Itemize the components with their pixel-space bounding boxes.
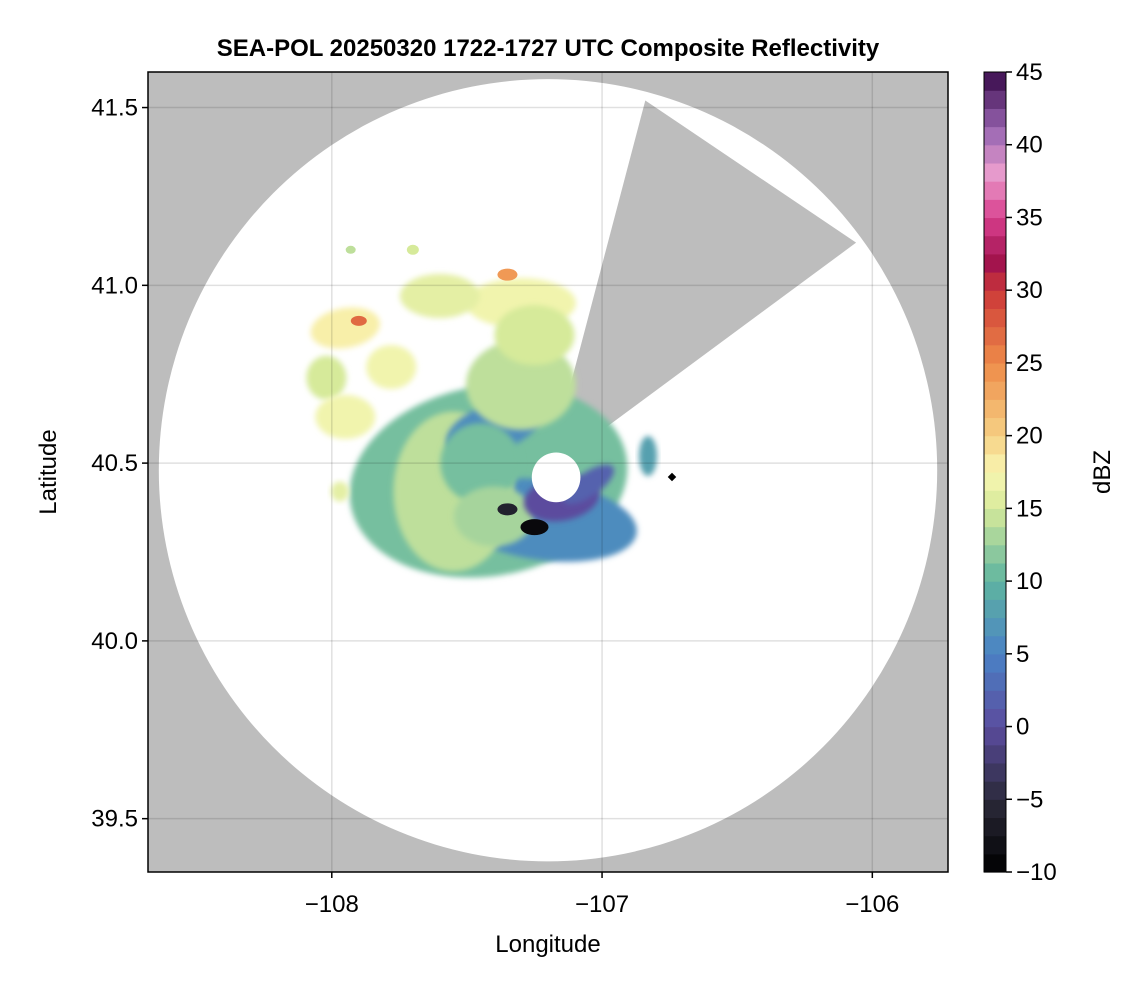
echo-w-cells bbox=[315, 394, 376, 439]
x-tick-label: −107 bbox=[575, 891, 629, 918]
colorbar-band bbox=[984, 235, 1006, 255]
colorbar-tick-label: 40 bbox=[1016, 132, 1043, 159]
x-tick-label: −108 bbox=[305, 891, 359, 918]
echo-east-arc bbox=[563, 464, 615, 505]
radar-inner-gap bbox=[531, 452, 581, 503]
colorbar-band bbox=[984, 453, 1006, 473]
colorbar-band bbox=[984, 308, 1006, 328]
echo-south-center bbox=[453, 486, 534, 547]
colorbar-band bbox=[984, 544, 1006, 564]
y-axis-ticks: 39.5 40.0 40.5 41.0 41.5 bbox=[91, 95, 148, 833]
colorbar-band bbox=[984, 744, 1006, 764]
colorbar-band bbox=[984, 144, 1006, 164]
y-tick-label: 40.5 bbox=[91, 450, 138, 477]
colorbar-band bbox=[984, 90, 1006, 109]
colorbar-band bbox=[984, 653, 1006, 673]
echo-nw-core bbox=[350, 315, 367, 326]
colorbar-band bbox=[984, 672, 1006, 691]
x-axis-ticks: −108 −107 −106 bbox=[305, 872, 899, 918]
echo-nw-mid bbox=[366, 345, 417, 390]
reflectivity-echoes bbox=[306, 244, 657, 578]
colorbar-tick-label: 5 bbox=[1016, 641, 1029, 668]
colorbar-band bbox=[984, 599, 1006, 619]
colorbar-tick-label: 20 bbox=[1016, 423, 1043, 450]
echo-n-core bbox=[497, 268, 518, 281]
colorbar-label: dBZ bbox=[1089, 450, 1116, 494]
plot-area bbox=[148, 72, 948, 872]
colorbar-band bbox=[984, 162, 1006, 182]
colorbar-band bbox=[984, 181, 1006, 200]
colorbar-tick-label: −10 bbox=[1016, 859, 1057, 886]
colorbar-band bbox=[984, 690, 1006, 709]
colorbar-band bbox=[984, 490, 1006, 509]
colorbar-band bbox=[984, 562, 1006, 582]
echo-e-cell bbox=[639, 436, 657, 476]
colorbar-tick-label: 30 bbox=[1016, 277, 1043, 304]
grid-lines bbox=[148, 72, 948, 872]
y-axis-label: Latitude bbox=[35, 429, 62, 514]
colorbar-band bbox=[984, 272, 1006, 291]
colorbar-band bbox=[984, 362, 1006, 382]
colorbar-band bbox=[984, 199, 1006, 219]
colorbar-tick-label: 35 bbox=[1016, 204, 1043, 231]
colorbar-band bbox=[984, 290, 1006, 309]
colorbar-band bbox=[984, 508, 1006, 528]
colorbar-band bbox=[984, 435, 1006, 455]
colorbar-band bbox=[984, 762, 1006, 782]
colorbar-band bbox=[984, 472, 1006, 491]
colorbar: −10 −5 0 5 10 15 20 25 30 35 40 45 bbox=[983, 59, 1057, 886]
echo-central-green bbox=[440, 423, 521, 504]
colorbar-band bbox=[984, 635, 1006, 655]
y-tick-label: 40.0 bbox=[91, 628, 138, 655]
y-tick-label: 41.0 bbox=[91, 272, 138, 299]
x-axis-label: Longitude bbox=[495, 931, 600, 958]
colorbar-tick-label: 0 bbox=[1016, 714, 1029, 741]
y-tick-label: 39.5 bbox=[91, 806, 138, 833]
echo-nw-tiny bbox=[345, 245, 356, 254]
echo-n-small bbox=[406, 244, 419, 255]
colorbar-band bbox=[984, 344, 1006, 364]
colorbar-tick-label: 45 bbox=[1016, 59, 1043, 86]
x-tick-label: −106 bbox=[845, 891, 899, 918]
colorbar-band bbox=[984, 708, 1006, 728]
colorbar-tick-label: 10 bbox=[1016, 568, 1043, 595]
colorbar-band bbox=[984, 326, 1006, 346]
echo-nw-west bbox=[306, 355, 347, 400]
east-marker bbox=[667, 472, 677, 482]
colorbar-band bbox=[984, 581, 1006, 600]
blanked-sector bbox=[548, 100, 857, 471]
colorbar-tick-label: −5 bbox=[1016, 786, 1043, 813]
echo-sw-small bbox=[330, 481, 349, 502]
colorbar-band bbox=[984, 108, 1006, 128]
colorbar-band bbox=[984, 399, 1006, 419]
colorbar-band bbox=[984, 217, 1006, 237]
colorbar-band bbox=[984, 835, 1006, 855]
echo-south-dark bbox=[497, 503, 518, 516]
colorbar-band bbox=[984, 126, 1006, 146]
colorbar-band bbox=[984, 726, 1006, 746]
colorbar-band bbox=[984, 526, 1006, 546]
colorbar-band bbox=[984, 417, 1006, 437]
colorbar-band bbox=[984, 617, 1006, 637]
colorbar-band bbox=[984, 72, 1006, 91]
colorbar-frame bbox=[983, 71, 1007, 873]
echo-south-min bbox=[520, 519, 549, 536]
plot-frame bbox=[147, 71, 949, 873]
echo-n-mid bbox=[494, 305, 575, 366]
echo-n-west bbox=[399, 274, 480, 318]
colorbar-band bbox=[984, 853, 1006, 873]
colorbar-tick-label: 15 bbox=[1016, 495, 1043, 522]
colorbar-tick-label: 25 bbox=[1016, 350, 1043, 377]
chart-title: SEA-POL 20250320 1722-1727 UTC Composite… bbox=[217, 35, 880, 62]
colorbar-band bbox=[984, 381, 1006, 400]
colorbar-band bbox=[984, 799, 1006, 819]
colorbar-band bbox=[984, 253, 1006, 273]
colorbar-band bbox=[984, 781, 1006, 800]
y-tick-label: 41.5 bbox=[91, 95, 138, 122]
colorbar-band bbox=[984, 817, 1006, 837]
